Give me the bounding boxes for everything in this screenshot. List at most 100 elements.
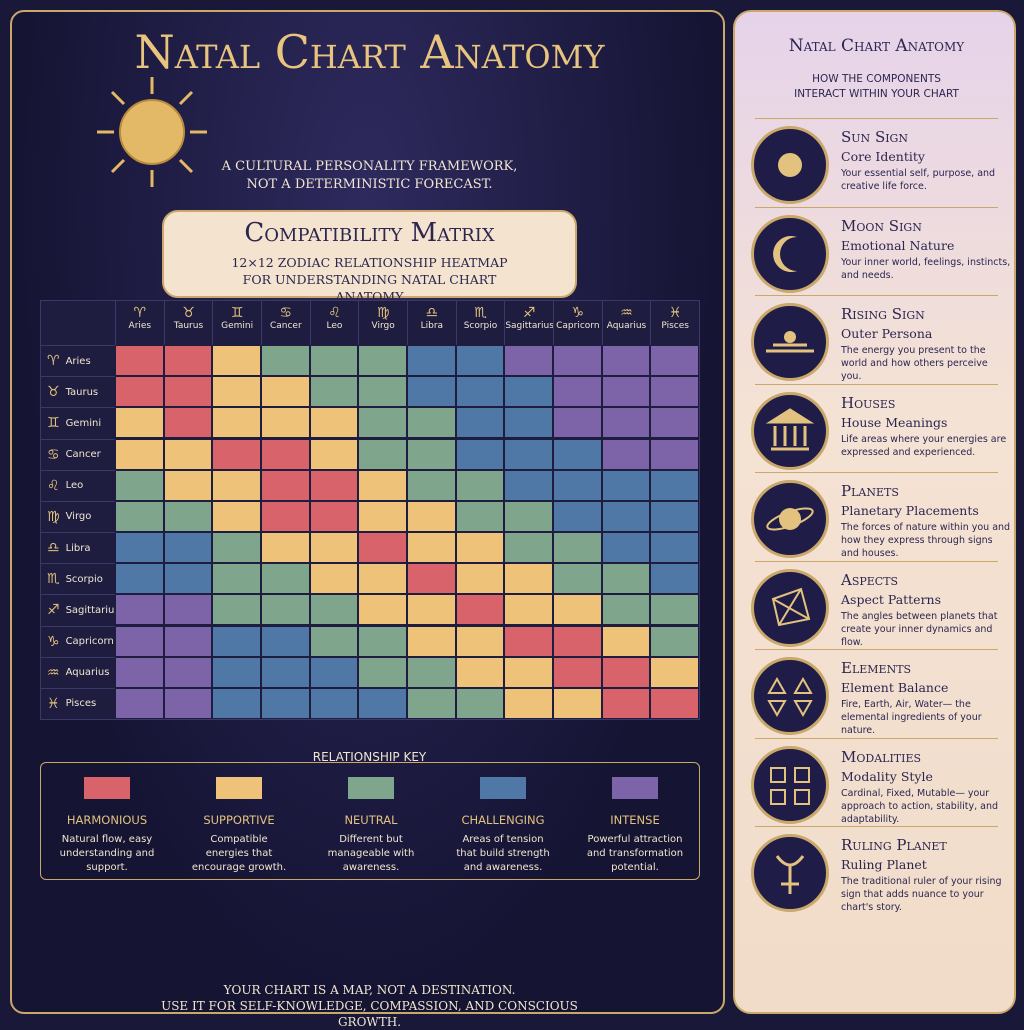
matrix-cell: [407, 687, 456, 719]
matrix-cell: [407, 625, 456, 657]
column-header: ♐ Sagittarius: [504, 301, 554, 345]
matrix-cell: [601, 594, 651, 626]
matrix-cell: [601, 656, 651, 688]
matrix-cell: [163, 563, 213, 595]
matrix-cell: [309, 625, 359, 657]
matrix-cell: [115, 345, 164, 377]
column-header: ♊ Gemini: [212, 301, 261, 345]
matrix-cell: [553, 625, 602, 657]
row-header: ♓ Pisces: [41, 687, 115, 719]
key-description: Natural flow, easy understanding and sup…: [59, 834, 155, 873]
matrix-cell: [115, 532, 164, 564]
matrix-cell: [553, 376, 602, 408]
matrix-cell: [455, 625, 505, 657]
sign-symbol: ♊: [47, 415, 60, 432]
matrix-cell: [115, 500, 164, 532]
matrix-cell: [261, 438, 310, 470]
matrix-cell: [504, 625, 553, 657]
matrix-cell: [650, 500, 699, 532]
sidebar-item: Ruling Planet Ruling Planet The traditiona…: [841, 836, 1011, 914]
sign-symbol: ♒: [47, 664, 60, 681]
matrix-cell: [455, 500, 505, 532]
matrix-cell: [261, 376, 310, 408]
page-title: Natal Chart Anatomy: [134, 25, 605, 79]
item-icon: [751, 303, 829, 381]
icon-art: [767, 676, 813, 718]
matrix-cell: [309, 563, 359, 595]
icon-art: [778, 153, 802, 177]
matrix-cell: [601, 687, 651, 719]
key-item: Harmonious Natural flow, easy understandi…: [41, 777, 173, 875]
key-name: Neutral: [344, 813, 398, 827]
key-title: Relationship Key: [312, 750, 427, 764]
matrix-cell: [309, 500, 359, 532]
item-title: Rising Sign: [841, 305, 925, 323]
matrix-cell: [601, 438, 651, 470]
matrix-cell: [504, 345, 553, 377]
sign-name: Cancer: [65, 449, 101, 461]
matrix-cell: [358, 469, 407, 501]
sign-name: Leo: [326, 321, 343, 331]
column-header: ♏ Scorpio: [455, 301, 505, 345]
item-subtitle: Modality Style: [841, 768, 933, 784]
key-name: Supportive: [203, 813, 275, 827]
matrix-cell: [212, 376, 261, 408]
separator: [755, 472, 998, 473]
row-header: ♌ Leo: [41, 469, 115, 501]
matrix-cell: [358, 687, 407, 719]
matrix-cell: [309, 656, 359, 688]
matrix-cell: [163, 500, 213, 532]
separator: [755, 560, 998, 562]
key-name: Intense: [610, 813, 660, 827]
matrix: ♈ Aries ♈ Aries ♉ Taurus ♉ Taurus ♊ Gemini ♊ Gemini…: [40, 300, 700, 720]
matrix-cell: [163, 345, 213, 377]
key: Harmonious Natural flow, easy understandi…: [40, 762, 700, 880]
item-icon: [751, 568, 829, 647]
matrix-cell: [261, 345, 310, 377]
matrix-cell: [163, 407, 213, 439]
sign-symbol: ♎: [425, 305, 439, 321]
sign-symbol: ♑: [571, 305, 585, 321]
sidebar-subtitle: How the components interact within your …: [794, 73, 959, 100]
matrix-cell: [407, 656, 456, 688]
matrix-cell: [553, 656, 602, 688]
separator: [755, 649, 998, 650]
sign-symbol: ♏: [47, 571, 60, 588]
matrix-cell: [455, 687, 505, 719]
item-subtitle: Emotional Nature: [841, 237, 955, 253]
item-title: Ruling Planet: [841, 836, 947, 854]
sign-name: Taurus: [65, 386, 99, 398]
sign-name: Aquarius: [606, 321, 647, 331]
matrix-cell: [650, 345, 699, 377]
sign-symbol: ♍: [47, 508, 60, 525]
matrix-cell: [553, 438, 602, 470]
matrix-cell: [553, 563, 602, 595]
matrix-cell: [504, 594, 553, 626]
sign-name: Aquarius: [65, 667, 110, 679]
item-icon: [751, 214, 829, 293]
matrix-cell: [358, 376, 407, 408]
sign-name: Libra: [65, 542, 91, 554]
sidebar-item: Modalities Modality Style Cardinal, Fixed,…: [841, 748, 1011, 826]
column-header: ♑ Capricorn: [553, 301, 602, 345]
page-subtitle: A cultural personality framework, not a …: [221, 159, 518, 192]
key-description: Different but manageable with awareness.: [327, 834, 415, 873]
matrix-cell: [650, 656, 699, 688]
matrix-cell: [504, 500, 553, 532]
matrix-cell: [309, 407, 359, 439]
column-header: ♌ Leo: [309, 301, 359, 345]
row-header: ♐ Sagittarius: [41, 594, 120, 625]
matrix-cell: [261, 594, 310, 626]
sign-symbol: ♓: [47, 695, 60, 712]
matrix-cell: [358, 500, 407, 532]
matrix-cell: [163, 532, 213, 564]
item-subtitle: Element Balance: [841, 680, 949, 695]
matrix-cell: [115, 563, 164, 595]
sidebar-item: Aspects Aspect Patterns The angles between…: [841, 571, 1011, 649]
sign-symbol: ♓: [668, 305, 682, 321]
sign-symbol: ♏: [474, 305, 487, 321]
key-item: Intense Powerful attraction and transform…: [569, 777, 701, 875]
matrix-cell: [261, 500, 310, 532]
matrix-cell: [504, 563, 553, 595]
